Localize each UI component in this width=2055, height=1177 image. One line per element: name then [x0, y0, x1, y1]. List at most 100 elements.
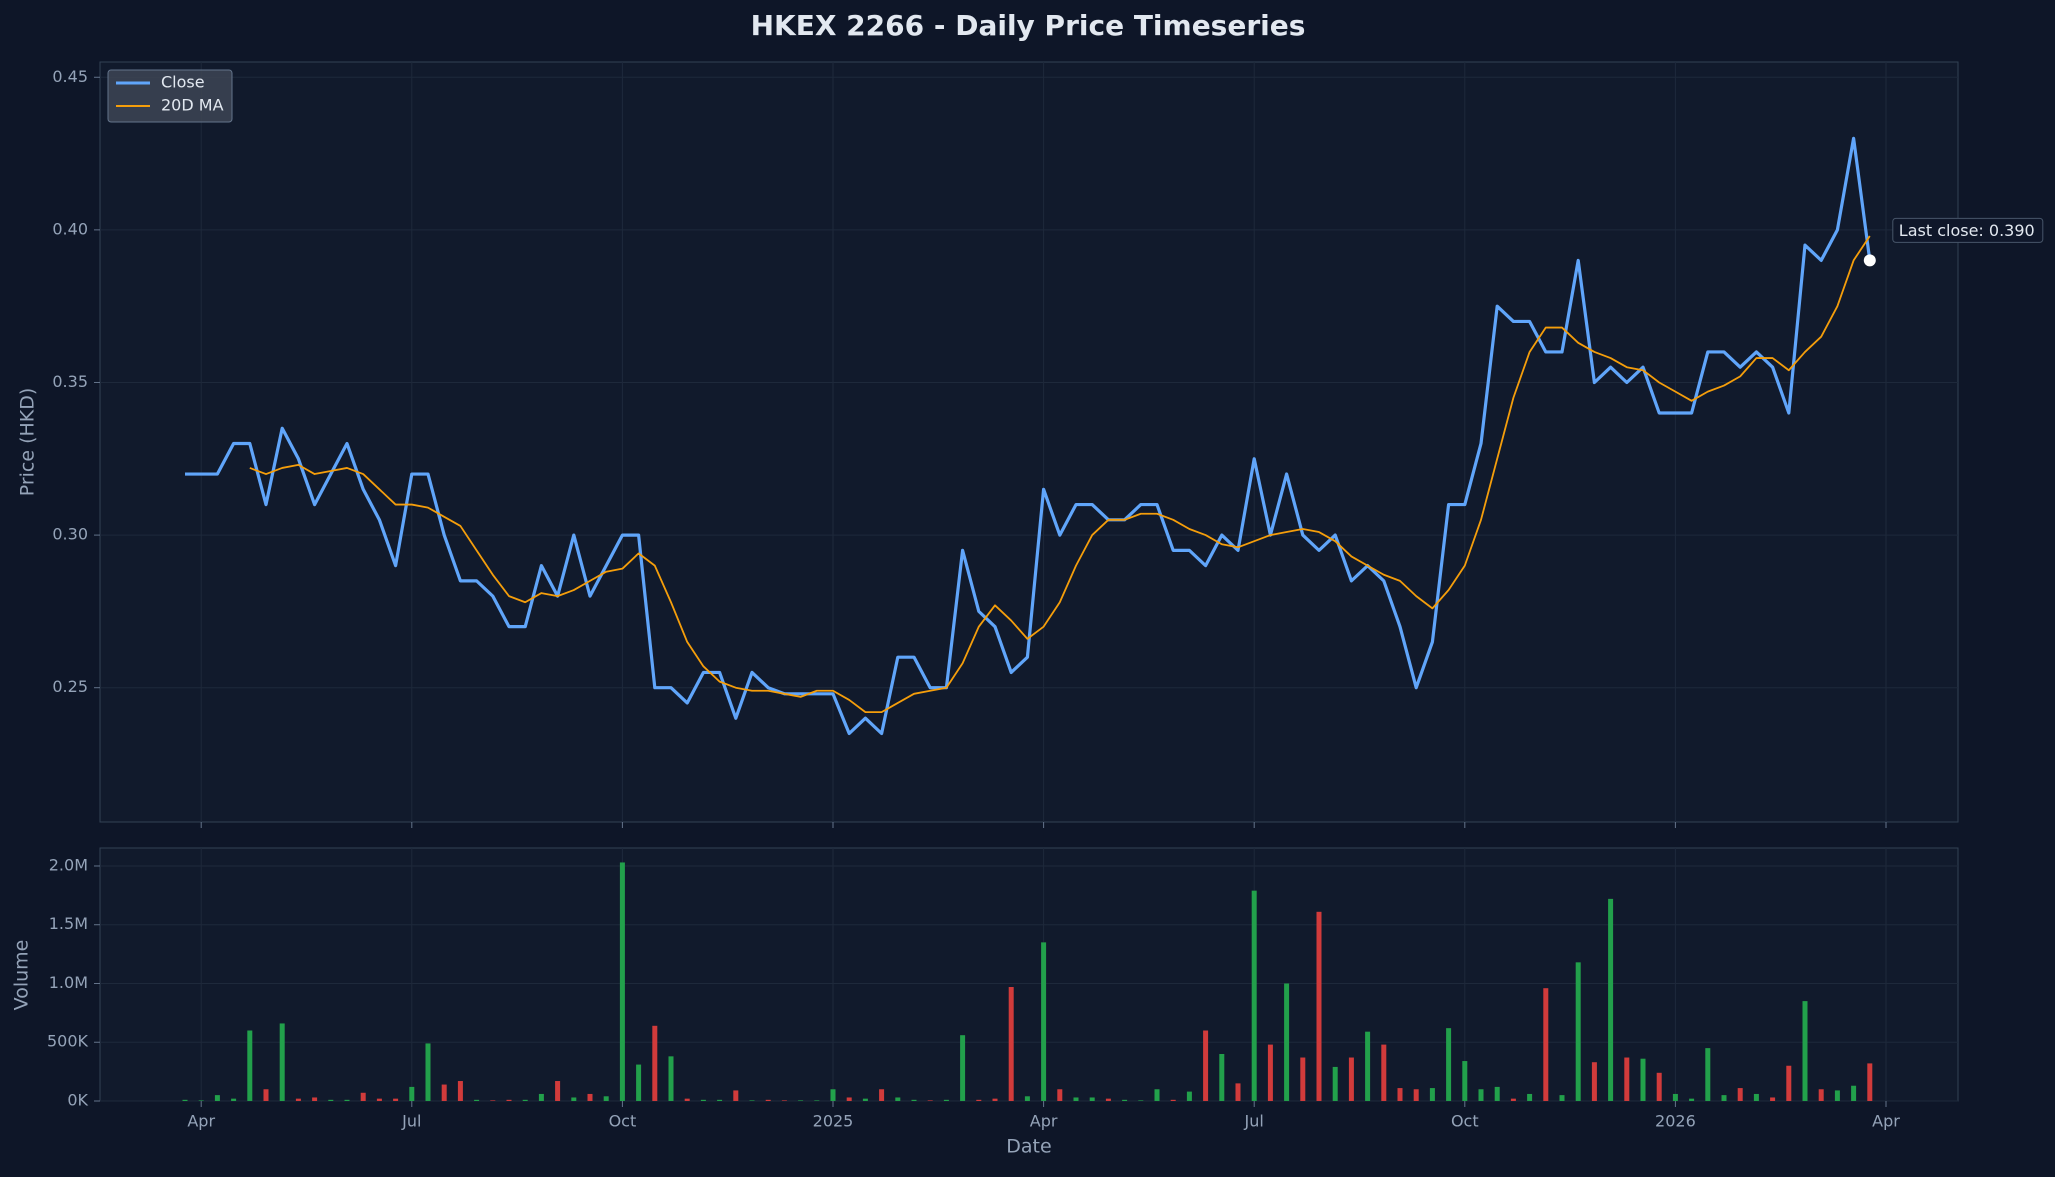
volume-panel	[99, 847, 1959, 1102]
price-panel	[99, 61, 1959, 823]
volume-bar	[1300, 1057, 1306, 1101]
volume-bar	[717, 1099, 723, 1101]
volume-bar	[976, 1099, 982, 1101]
volume-bar	[895, 1097, 901, 1101]
x-tick-label: Oct	[1451, 1112, 1479, 1131]
volume-bar	[279, 1023, 285, 1101]
x-tick-label: Apr	[1030, 1112, 1058, 1131]
y-axis-label: Volume	[11, 940, 33, 1011]
volume-bar	[328, 1099, 334, 1101]
volume-bar	[1705, 1048, 1711, 1101]
volume-bar	[1818, 1089, 1824, 1101]
volume-bar	[474, 1099, 480, 1101]
volume-bar	[684, 1098, 690, 1101]
volume-bar	[571, 1097, 577, 1101]
volume-bar	[846, 1097, 852, 1101]
chart-title: HKEX 2266 - Daily Price Timeseries	[751, 9, 1306, 42]
volume-bar	[198, 1100, 204, 1101]
y-tick-label: 0K	[67, 1091, 88, 1110]
x-tick-label: 2026	[1655, 1112, 1696, 1131]
volume-bar	[360, 1092, 366, 1101]
volume-bar	[1235, 1083, 1241, 1101]
volume-bar	[1397, 1088, 1403, 1101]
volume-bar	[1672, 1093, 1678, 1101]
y-tick-label: 0.40	[52, 219, 88, 238]
volume-bar	[441, 1084, 447, 1101]
volume-bar	[1008, 987, 1014, 1101]
volume-bar	[1284, 983, 1290, 1101]
volume-bar	[1737, 1088, 1743, 1101]
volume-bar	[668, 1056, 674, 1101]
volume-bar	[425, 1043, 431, 1101]
volume-bar	[1089, 1097, 1095, 1101]
volume-bar	[1786, 1065, 1792, 1101]
volume-bar	[1640, 1058, 1646, 1101]
volume-bar	[393, 1098, 399, 1101]
volume-bar	[1575, 962, 1581, 1101]
volume-bar	[506, 1099, 512, 1101]
volume-bar	[312, 1097, 318, 1101]
volume-bar	[749, 1100, 755, 1101]
volume-bar	[1348, 1057, 1354, 1101]
volume-bar	[1867, 1063, 1873, 1101]
volume-bar	[1105, 1098, 1111, 1101]
volume-bar	[992, 1098, 998, 1101]
volume-bar	[1834, 1090, 1840, 1101]
volume-bar	[1073, 1097, 1079, 1101]
y-tick-label: 0.25	[52, 677, 88, 696]
y-axis-label: Price (HKD)	[17, 388, 39, 497]
volume-bar	[214, 1095, 220, 1101]
volume-bar	[182, 1099, 188, 1101]
volume-bar	[700, 1099, 706, 1101]
volume-bar	[1656, 1072, 1662, 1101]
x-axis-label: Date	[1006, 1136, 1051, 1158]
volume-bar	[1316, 911, 1322, 1101]
x-tick-label: Oct	[609, 1112, 637, 1131]
volume-bar	[1851, 1085, 1857, 1101]
y-tick-label: 0.30	[52, 525, 88, 544]
volume-bar	[1753, 1093, 1759, 1101]
line-series	[185, 136, 1872, 736]
volume-bar	[1527, 1093, 1533, 1101]
volume-bar	[1559, 1095, 1565, 1101]
x-tick-label: Jul	[1244, 1112, 1264, 1131]
volume-bar	[1041, 942, 1047, 1101]
volume-bar	[960, 1035, 966, 1101]
x-tick-label: Apr	[187, 1112, 215, 1131]
volume-bar	[1267, 1044, 1273, 1101]
volume-bar	[263, 1089, 269, 1101]
volume-bar	[1478, 1089, 1484, 1101]
volume-bar	[1721, 1095, 1727, 1101]
last-close-marker	[1863, 254, 1876, 267]
volume-bar	[1332, 1066, 1338, 1101]
volume-bar	[652, 1025, 658, 1101]
y-tick-label: 500K	[47, 1032, 89, 1051]
volume-bar	[1413, 1089, 1419, 1101]
volume-bar	[1122, 1099, 1128, 1101]
volume-bar	[1494, 1086, 1500, 1101]
volume-bar	[376, 1098, 382, 1101]
volume-bar	[295, 1098, 301, 1101]
volume-bar	[1446, 1028, 1452, 1101]
volume-bar	[1510, 1098, 1516, 1101]
volume-bar	[781, 1100, 787, 1101]
volume-bar	[490, 1100, 496, 1101]
volume-bar	[247, 1030, 253, 1101]
y-tick-label: 1.0M	[49, 973, 88, 992]
volume-bar	[555, 1081, 561, 1101]
volume-bar	[1186, 1091, 1192, 1101]
volume-bar	[1689, 1098, 1695, 1101]
volume-bar	[1608, 898, 1614, 1101]
volume-bar	[1154, 1089, 1160, 1101]
volume-bar	[1365, 1031, 1371, 1101]
volume-bar	[636, 1064, 642, 1101]
volume-bar	[1381, 1044, 1387, 1101]
volume-bar	[911, 1099, 917, 1101]
volume-bar	[1462, 1061, 1468, 1101]
legend: Close 20D MA	[107, 69, 233, 123]
volume-bar	[1203, 1030, 1209, 1101]
volume-bar	[733, 1090, 739, 1101]
volume-bar	[798, 1100, 804, 1101]
volume-bar	[1624, 1057, 1630, 1101]
